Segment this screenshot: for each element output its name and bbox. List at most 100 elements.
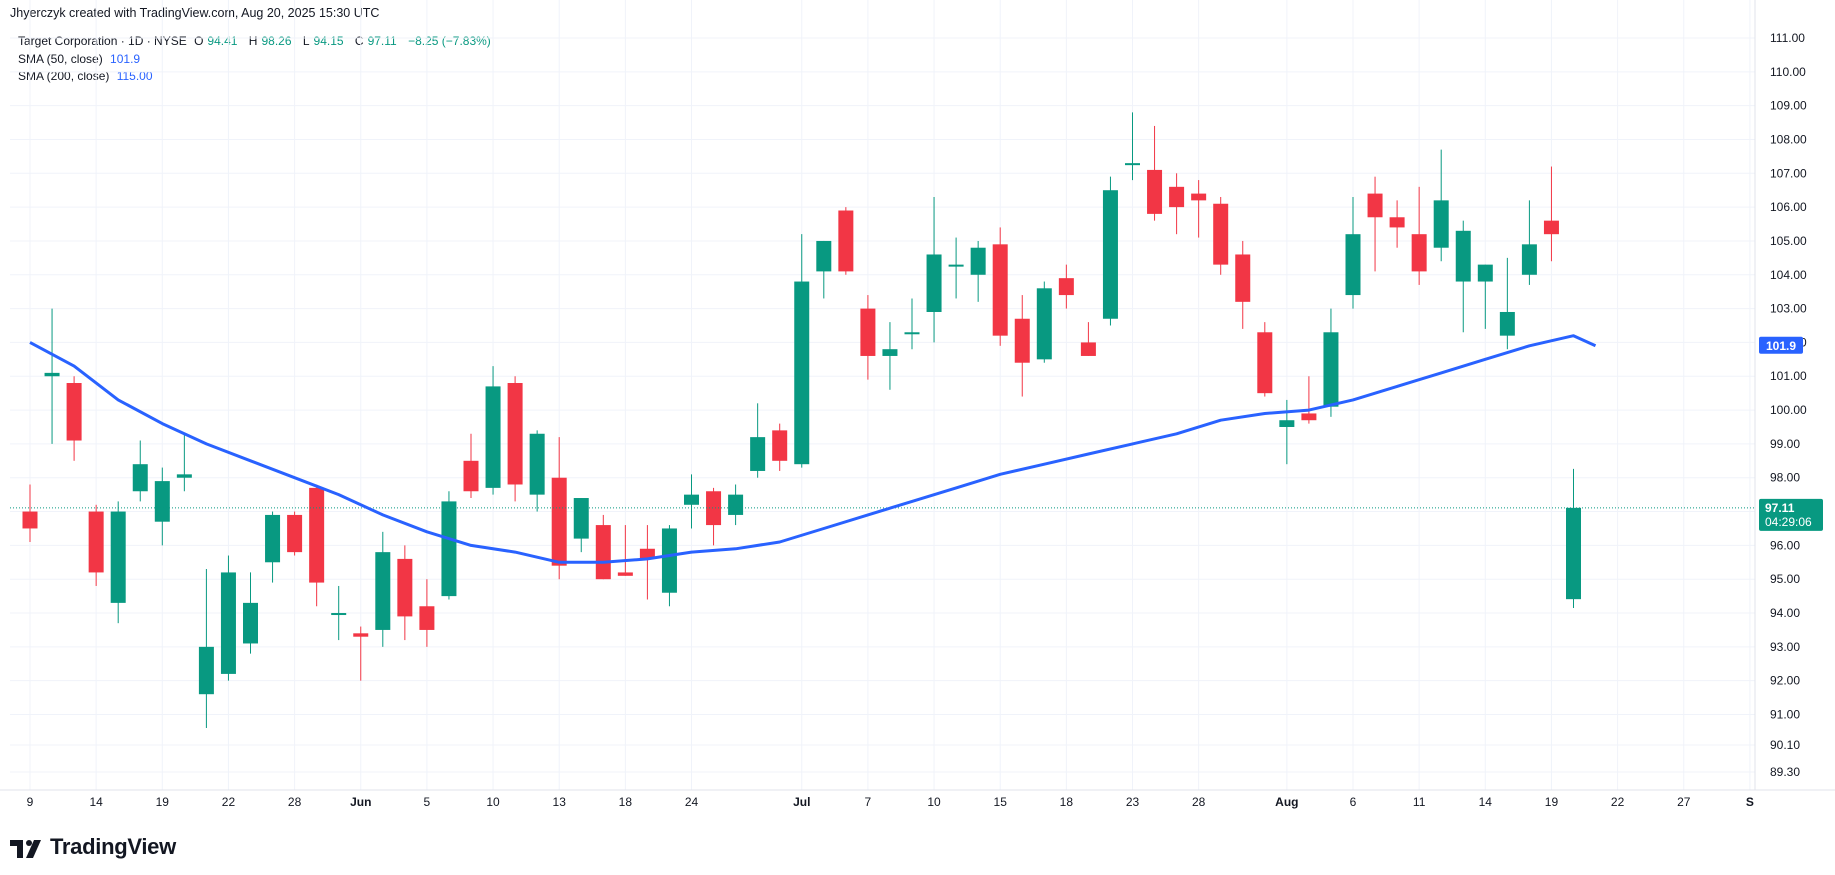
x-tick-label: 18 [619,795,633,809]
x-tick-label: 22 [1611,795,1625,809]
candle-body [287,514,303,553]
candle-body [639,548,655,559]
y-tick-label: 90.10 [1770,738,1800,752]
x-tick-label: 22 [222,795,236,809]
x-tick-label: 10 [927,795,941,809]
candle-body [1345,234,1361,296]
y-tick-label: 110.00 [1770,65,1806,79]
candle-body [684,494,699,505]
x-tick-label: 11 [1413,795,1426,809]
sma200-legend[interactable]: SMA (200, close) 115.00 [18,69,157,83]
candle-body [1543,220,1559,235]
candle-body [1521,244,1537,275]
sma50-label: SMA (50, close) [18,52,103,66]
x-tick-label: 14 [1479,795,1493,809]
candle-body [970,247,986,275]
y-tick-label: 101.00 [1770,369,1807,383]
candle-body [198,646,214,695]
candle-body [463,460,479,492]
y-tick-label: 106.00 [1770,200,1807,214]
candle-body [154,481,170,522]
x-tick-label: 19 [156,795,170,809]
candle-body [1036,288,1052,360]
candle-body [617,572,633,576]
y-tick-label: 104.00 [1770,268,1807,282]
candle-body [353,633,369,637]
y-tick-label: 100.00 [1770,403,1807,417]
candle-body [1367,193,1383,218]
sma50-axis-badge [1759,336,1803,354]
candle-body [66,383,82,441]
candle-body [1191,193,1207,201]
candle-body [1279,420,1295,427]
candle-body [860,308,876,356]
candle-body [904,332,920,335]
candle-body [1433,200,1449,248]
x-tick-label: 27 [1677,795,1691,809]
candle-body [485,386,501,488]
candle-body [816,240,832,272]
y-tick-label: 96.00 [1770,538,1800,552]
sma50-value: 101.9 [110,52,141,66]
candle-body [728,494,744,515]
sma50-axis-label: 101.9 [1766,339,1796,353]
y-tick-label: 89.30 [1770,765,1800,779]
x-tick-label: Aug [1275,795,1298,809]
candle-body [375,552,391,630]
candle-body [948,264,964,267]
sma50-legend[interactable]: SMA (50, close) 101.9 [18,52,144,66]
candle-body [838,210,854,272]
x-tick-label: 14 [89,795,103,809]
attribution-text: Jhyerczyk created with TradingView.com, … [10,6,380,20]
tradingview-logo-icon [10,840,41,859]
x-tick-label: Jul [793,795,810,809]
y-tick-label: 91.00 [1770,707,1800,721]
candle-body [220,572,236,674]
x-tick-label: 9 [27,795,34,809]
sma50-line [29,334,1597,564]
candle-body [507,383,523,485]
price-axis-badge [1759,498,1823,531]
sma200-value: 115.00 [116,69,153,83]
candle-body [529,433,545,495]
x-tick-label: 28 [288,795,302,809]
candle-body [1323,332,1339,407]
y-tick-label: 94.00 [1770,606,1800,620]
y-tick-label: 111.00 [1770,31,1805,45]
candle-body [1389,217,1405,228]
y-tick-label: 109.00 [1770,99,1807,113]
y-tick-label: 98.00 [1770,471,1800,485]
sma200-label: SMA (200, close) [18,69,110,83]
candle-body [926,254,942,312]
x-tick-label: S [1746,795,1754,809]
candle-body [551,477,567,566]
x-tick-label: 10 [486,795,500,809]
candle-body [22,511,38,529]
candle-body [331,613,347,616]
candle-body [595,525,611,580]
candle-body [882,349,898,356]
candle-body [794,281,810,465]
y-tick-label: 92.00 [1770,674,1800,688]
candle-body [1058,278,1074,296]
tradingview-logo: TradingView [10,834,176,860]
price-chart[interactable]: 111.00 110.00 109.00 108.00 107.00 106.00 105.… [0,0,1835,820]
candle-body [573,498,589,539]
candle-body [397,558,413,617]
x-tick-label: 6 [1350,795,1357,809]
x-tick-label: Jun [350,795,371,809]
x-tick-label: 13 [553,795,567,809]
x-tick-label: 18 [1060,795,1074,809]
x-tick-label: 19 [1545,795,1559,809]
candle-body [309,487,325,583]
y-tick-label: 105.00 [1770,234,1807,248]
candle-body [1147,169,1163,214]
x-tick-label: 15 [994,795,1008,809]
y-tick-label: 93.00 [1770,640,1800,654]
candle-body [1125,163,1140,166]
candle-body [44,372,60,377]
candle-body [750,437,766,471]
candle-body [243,602,258,644]
brand-name: TradingView [50,834,176,859]
